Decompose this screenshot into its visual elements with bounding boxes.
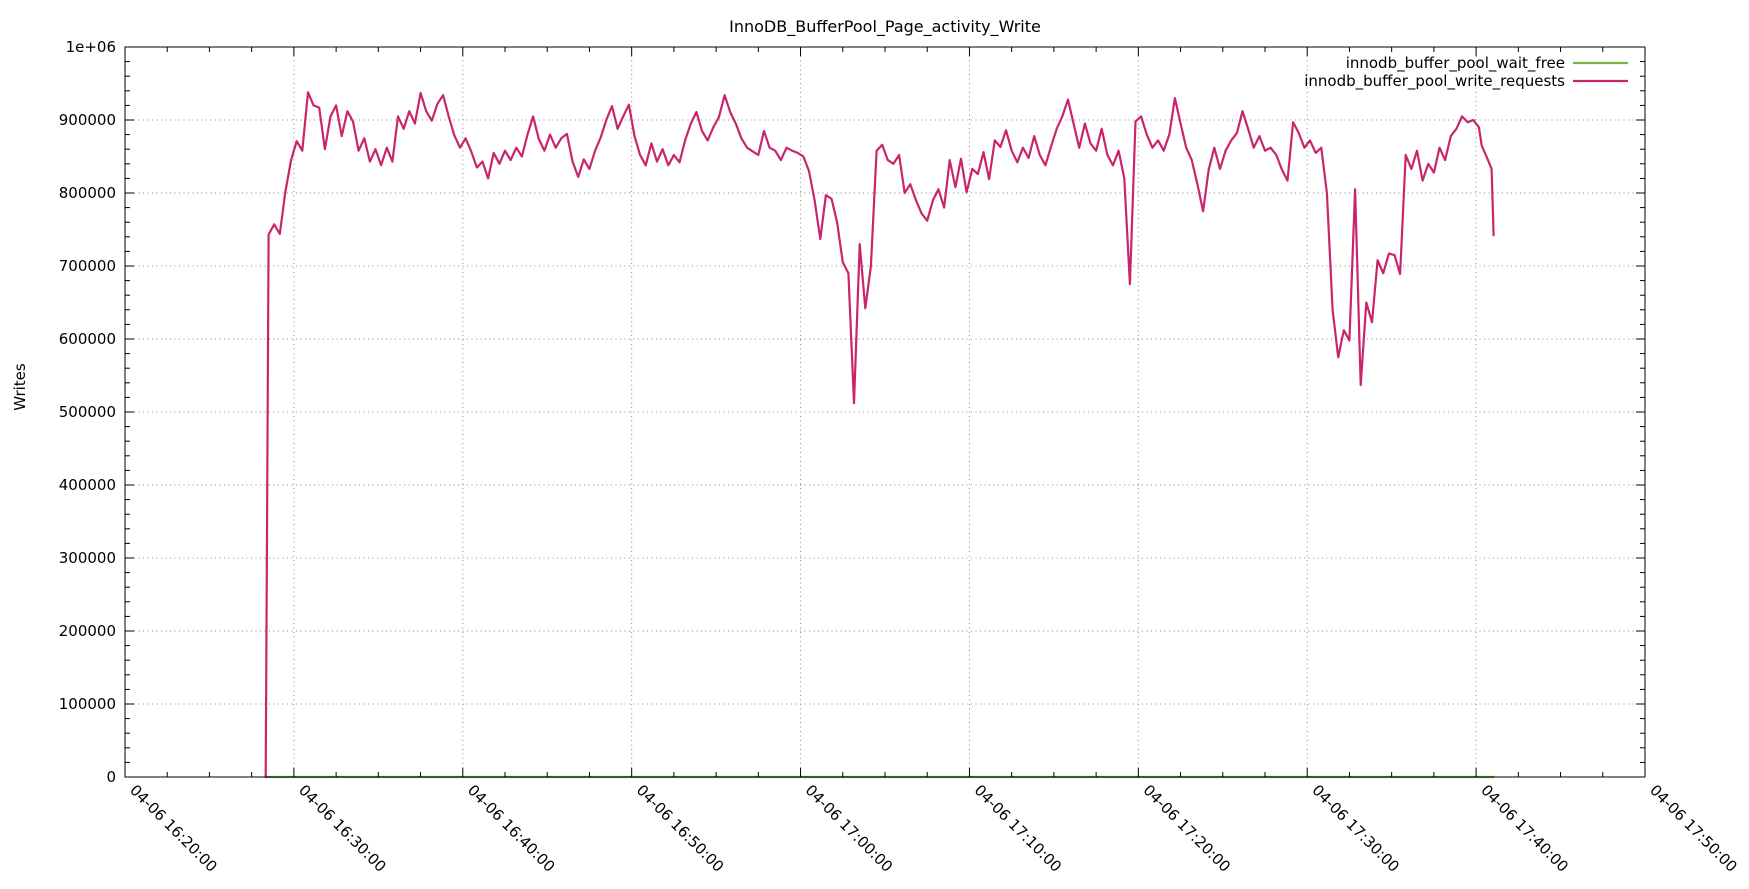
legend-label-write-requests: innodb_buffer_pool_write_requests [1304, 72, 1565, 91]
y-tick-label: 900000 [59, 111, 116, 129]
y-tick-labels: 0 100000 200000 300000 400000 500000 600000 700… [59, 38, 116, 786]
x-tick-label: 04-06 17:10:00 [971, 781, 1066, 876]
x-tick-label: 04-06 17:30:00 [1308, 781, 1403, 876]
x-tick-label: 04-06 17:50:00 [1646, 781, 1741, 876]
y-tick-label: 400000 [59, 476, 116, 494]
axis-ticks [124, 46, 1646, 778]
x-tick-label: 04-06 17:20:00 [1140, 781, 1235, 876]
x-tick-label: 04-06 16:20:00 [126, 781, 221, 876]
y-tick-label: 1e+06 [66, 38, 116, 56]
y-tick-label: 800000 [59, 184, 116, 202]
y-axis-label: Writes [11, 363, 29, 411]
x-tick-label: 04-06 16:50:00 [633, 781, 728, 876]
series-line-innodb_buffer_pool_write_requests [264, 91, 1495, 779]
y-tick-label: 700000 [59, 257, 116, 275]
y-tick-label: 100000 [59, 695, 116, 713]
x-tick-label: 04-06 17:40:00 [1477, 781, 1572, 876]
y-tick-label: 600000 [59, 330, 116, 348]
x-tick-label: 04-06 17:00:00 [802, 781, 897, 876]
x-tick-label: 04-06 16:40:00 [464, 781, 559, 876]
y-tick-label: 300000 [59, 549, 116, 567]
y-tick-label: 500000 [59, 403, 116, 421]
legend: innodb_buffer_pool_wait_free innodb_buff… [1304, 54, 1628, 91]
y-tick-label: 200000 [59, 622, 116, 640]
plot-series [264, 91, 1495, 779]
legend-label-wait-free: innodb_buffer_pool_wait_free [1346, 54, 1565, 73]
x-tick-label: 04-06 16:30:00 [295, 781, 390, 876]
x-tick-labels: 04-06 16:20:00 04-06 16:30:00 04-06 16:40:… [126, 781, 1741, 876]
y-tick-label: 0 [106, 768, 116, 786]
chart-title: InnoDB_BufferPool_Page_activity_Write [729, 17, 1041, 37]
